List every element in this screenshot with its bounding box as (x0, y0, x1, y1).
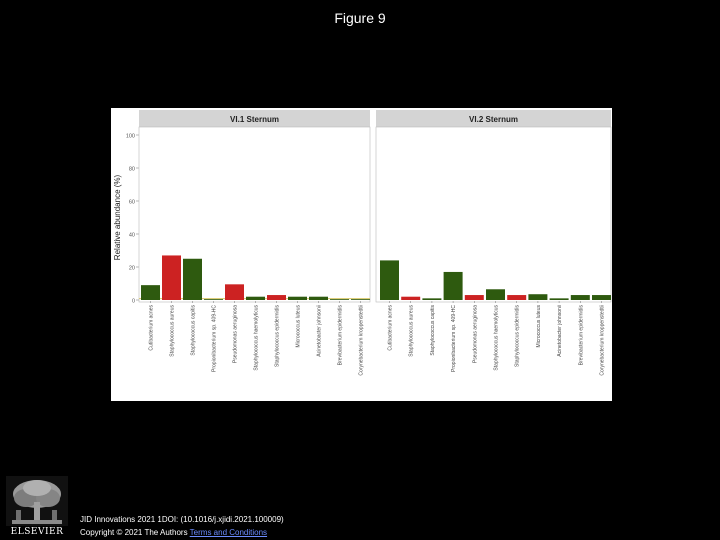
x-tick-label: Staphylococcus haemolyticus (494, 305, 500, 371)
y-tick-label: 100 (126, 134, 135, 140)
bar (422, 298, 442, 300)
y-tick-label: 0 (132, 299, 135, 305)
bar (570, 295, 590, 300)
x-tick-label: Acinetobacter johnsonii (317, 305, 323, 357)
bar (351, 299, 370, 300)
panel-title: VI.1 Sternum (230, 115, 279, 124)
x-tick-label: Staphylococcus capitis (191, 305, 197, 356)
x-tick-label: Cutibacterium acnes (149, 305, 155, 351)
y-tick-label: 60 (129, 200, 135, 206)
bar (267, 295, 286, 300)
bar (204, 299, 223, 300)
bar (464, 295, 484, 300)
x-tick-label: Corynebacterium kroppenstedtii (359, 305, 365, 376)
y-tick-label: 40 (129, 233, 135, 239)
terms-link[interactable]: Terms and Conditions (189, 528, 268, 537)
elsevier-wordmark: ELSEVIER (10, 527, 64, 537)
bar (507, 295, 527, 300)
x-tick-label: Staphylococcus aureus (170, 305, 176, 357)
panel-strip (139, 110, 370, 127)
x-tick-label: Acinetobacter johnsonii (557, 305, 563, 357)
caption-citation: JID Innovations 2021 1DOI: (10.1016/j.xj… (80, 515, 284, 524)
bar (592, 295, 611, 300)
bar (330, 299, 349, 300)
figure-caption: JID Innovations 2021 1DOI: (10.1016/j.xj… (80, 513, 284, 539)
x-tick-label: Brevibacterium epidermidis (578, 305, 584, 366)
x-tick-label: Staphylococcus capitis (430, 305, 436, 356)
x-tick-label: Propionibacterium sp. 409-HC (212, 305, 218, 372)
bar (162, 255, 181, 300)
slide-title: Figure 9 (334, 10, 386, 26)
y-axis-label: Relative abundance (%) (113, 174, 122, 260)
x-tick-label: Corynebacterium kroppenstedtii (600, 305, 606, 376)
x-tick-label: Micrococcus luteus (296, 305, 302, 348)
panel-border (138, 126, 371, 303)
bar (225, 284, 244, 300)
x-tick-label: Staphylococcus epidermidis (515, 305, 521, 367)
bar (141, 285, 160, 300)
panel-title: VI.2 Sternum (469, 115, 518, 124)
bar (443, 271, 463, 300)
x-tick-label: Cutibacterium acnes (388, 305, 394, 351)
bar (486, 289, 505, 300)
copyright-text: Copyright © 2021 The Authors (80, 528, 188, 537)
bar (183, 258, 202, 300)
bar (549, 298, 569, 300)
elsevier-tree-logo-icon (6, 476, 68, 526)
x-tick-label: Propionibacterium sp. 409-HC (451, 305, 457, 372)
bar (246, 296, 265, 300)
x-tick-label: Staphylococcus aureus (409, 305, 415, 357)
bar (401, 296, 421, 300)
y-tick-label: 80 (129, 167, 135, 173)
panel-border (375, 126, 612, 303)
bar (528, 294, 548, 300)
x-tick-label: Pseudomonas aeruginosa (233, 305, 239, 363)
x-tick-label: Pseudomonas aeruginosa (472, 305, 478, 363)
x-tick-label: Micrococcus luteus (536, 305, 542, 348)
x-tick-label: Brevibacterium epidermidis (338, 305, 344, 366)
x-tick-label: Staphylococcus epidermidis (275, 305, 281, 367)
figure-panel: Relative abundance (%) 0 20 40 60 80 100 VI.1 S… (111, 108, 612, 401)
x-tick-label: Staphylococcus haemolyticus (254, 305, 260, 371)
bar (380, 260, 399, 300)
caption-copyright: Copyright © 2021 The Authors Terms and C… (80, 526, 284, 539)
bar (288, 296, 307, 300)
bar (309, 296, 328, 300)
y-tick-label: 20 (129, 266, 135, 272)
panel-strip (376, 110, 611, 127)
bar-chart: Relative abundance (%) 0 20 40 60 80 100 VI.1 S… (113, 110, 612, 376)
